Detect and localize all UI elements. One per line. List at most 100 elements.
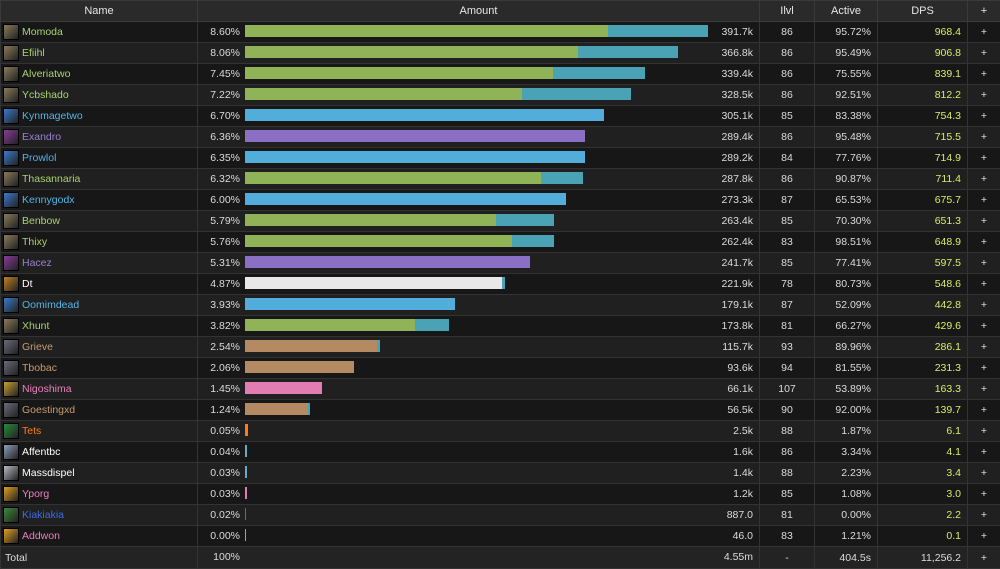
table-row[interactable]: Yporg 0.03% 1.2k 85 1.08% 3.0 + — [1, 484, 1000, 505]
add-button[interactable]: + — [968, 148, 1000, 169]
player-name-cell[interactable]: Thixy — [1, 232, 198, 253]
column-header-add-button[interactable]: + — [968, 1, 1000, 22]
column-header-active[interactable]: Active — [815, 1, 878, 22]
table-row[interactable]: Efiihl 8.06% 366.8k 86 95.49% 906.8 + — [1, 43, 1000, 64]
add-button[interactable]: + — [968, 505, 1000, 526]
player-name-cell[interactable]: Kennygodx — [1, 190, 198, 211]
add-button[interactable]: + — [968, 484, 1000, 505]
player-name-cell[interactable]: Thasannaria — [1, 169, 198, 190]
table-row[interactable]: Affentbc 0.04% 1.6k 86 3.34% 4.1 + — [1, 442, 1000, 463]
player-name-cell[interactable]: Ycbshado — [1, 85, 198, 106]
add-button[interactable]: + — [968, 190, 1000, 211]
add-button[interactable]: + — [968, 316, 1000, 337]
add-button[interactable]: + — [968, 106, 1000, 127]
add-button[interactable]: + — [968, 211, 1000, 232]
amount-percent: 6.36% — [198, 131, 240, 143]
player-name-cell[interactable]: Affentbc — [1, 442, 198, 463]
table-row[interactable]: Oomimdead 3.93% 179.1k 87 52.09% 442.8 + — [1, 295, 1000, 316]
player-name-cell[interactable]: Xhunt — [1, 316, 198, 337]
player-name-cell[interactable]: Grieve — [1, 337, 198, 358]
active-value: 0.00% — [815, 505, 878, 526]
table-row[interactable]: Momoda 8.60% 391.7k 86 95.72% 968.4 + — [1, 22, 1000, 43]
ilvl-value: 85 — [760, 106, 815, 127]
column-header-ilvl[interactable]: Ilvl — [760, 1, 815, 22]
player-name-cell[interactable]: Goestingxd — [1, 400, 198, 421]
player-name-cell[interactable]: Exandro — [1, 127, 198, 148]
add-button[interactable]: + — [968, 43, 1000, 64]
table-row[interactable]: Thixy 5.76% 262.4k 83 98.51% 648.9 + — [1, 232, 1000, 253]
player-name-cell[interactable]: Oomimdead — [1, 295, 198, 316]
add-button[interactable]: + — [968, 379, 1000, 400]
add-button[interactable]: + — [968, 400, 1000, 421]
table-row[interactable]: Thasannaria 6.32% 287.8k 86 90.87% 711.4… — [1, 169, 1000, 190]
player-name-cell[interactable]: Kynmagetwo — [1, 106, 198, 127]
table-row[interactable]: Massdispel 0.03% 1.4k 88 2.23% 3.4 + — [1, 463, 1000, 484]
bar-segment — [245, 193, 566, 205]
table-row[interactable]: Exandro 6.36% 289.4k 86 95.48% 715.5 + — [1, 127, 1000, 148]
table-row[interactable]: Goestingxd 1.24% 56.5k 90 92.00% 139.7 + — [1, 400, 1000, 421]
table-row[interactable]: Hacez 5.31% 241.7k 85 77.41% 597.5 + — [1, 253, 1000, 274]
player-name-cell[interactable]: Tbobac — [1, 358, 198, 379]
player-name-cell[interactable]: Benbow — [1, 211, 198, 232]
amount-bar — [245, 361, 354, 373]
player-name-cell[interactable]: Efiihl — [1, 43, 198, 64]
table-row[interactable]: Alveriatwo 7.45% 339.4k 86 75.55% 839.1 … — [1, 64, 1000, 85]
amount-value: 66.1k — [727, 383, 753, 395]
total-add-button[interactable]: + — [968, 547, 1000, 569]
player-name-cell[interactable]: Massdispel — [1, 463, 198, 484]
player-name-cell[interactable]: Tets — [1, 421, 198, 442]
amount-percent: 2.54% — [198, 341, 240, 353]
amount-percent: 5.31% — [198, 257, 240, 269]
add-button[interactable]: + — [968, 463, 1000, 484]
player-name-cell[interactable]: Hacez — [1, 253, 198, 274]
table-row[interactable]: Kynmagetwo 6.70% 305.1k 85 83.38% 754.3 … — [1, 106, 1000, 127]
table-row[interactable]: Prowlol 6.35% 289.2k 84 77.76% 714.9 + — [1, 148, 1000, 169]
table-row[interactable]: Nigoshima 1.45% 66.1k 107 53.89% 163.3 + — [1, 379, 1000, 400]
table-row[interactable]: Tets 0.05% 2.5k 88 1.87% 6.1 + — [1, 421, 1000, 442]
player-name-cell[interactable]: Addwon — [1, 526, 198, 547]
add-button[interactable]: + — [968, 337, 1000, 358]
add-button[interactable]: + — [968, 22, 1000, 43]
add-button[interactable]: + — [968, 232, 1000, 253]
add-button[interactable]: + — [968, 295, 1000, 316]
table-row[interactable]: Tbobac 2.06% 93.6k 94 81.55% 231.3 + — [1, 358, 1000, 379]
dps-value: 715.5 — [878, 127, 968, 148]
player-name-cell[interactable]: Prowlol — [1, 148, 198, 169]
player-name-cell[interactable]: Dt — [1, 274, 198, 295]
bar-segment — [245, 424, 248, 436]
table-row[interactable]: Ycbshado 7.22% 328.5k 86 92.51% 812.2 + — [1, 85, 1000, 106]
player-name-cell[interactable]: Momoda — [1, 22, 198, 43]
add-button[interactable]: + — [968, 169, 1000, 190]
player-name-cell[interactable]: Nigoshima — [1, 379, 198, 400]
add-button[interactable]: + — [968, 358, 1000, 379]
column-header-dps[interactable]: DPS — [878, 1, 968, 22]
add-button[interactable]: + — [968, 64, 1000, 85]
dps-value: 597.5 — [878, 253, 968, 274]
add-button[interactable]: + — [968, 421, 1000, 442]
player-name-cell[interactable]: Kiakiakia — [1, 505, 198, 526]
player-name-cell[interactable]: Alveriatwo — [1, 64, 198, 85]
amount-percent: 7.22% — [198, 89, 240, 101]
column-header-amount[interactable]: Amount — [198, 1, 760, 22]
player-name: Prowlol — [22, 152, 56, 164]
add-button[interactable]: + — [968, 127, 1000, 148]
table-row[interactable]: Kennygodx 6.00% 273.3k 87 65.53% 675.7 + — [1, 190, 1000, 211]
add-button[interactable]: + — [968, 85, 1000, 106]
table-row[interactable]: Kiakiakia 0.02% 887.0 81 0.00% 2.2 + — [1, 505, 1000, 526]
table-row[interactable]: Xhunt 3.82% 173.8k 81 66.27% 429.6 + — [1, 316, 1000, 337]
table-row[interactable]: Dt 4.87% 221.9k 78 80.73% 548.6 + — [1, 274, 1000, 295]
player-name-cell[interactable]: Yporg — [1, 484, 198, 505]
bar-segment — [245, 256, 530, 268]
column-header-name[interactable]: Name — [1, 1, 198, 22]
add-button[interactable]: + — [968, 274, 1000, 295]
table-row[interactable]: Addwon 0.00% 46.0 83 1.21% 0.1 + — [1, 526, 1000, 547]
paladin-icon — [3, 528, 19, 544]
add-button[interactable]: + — [968, 442, 1000, 463]
table-row[interactable]: Benbow 5.79% 263.4k 85 70.30% 651.3 + — [1, 211, 1000, 232]
add-button[interactable]: + — [968, 526, 1000, 547]
amount-cell: 5.79% 263.4k — [198, 211, 760, 232]
add-button[interactable]: + — [968, 253, 1000, 274]
amount-percent: 1.24% — [198, 404, 240, 416]
amount-percent: 1.45% — [198, 383, 240, 395]
table-row[interactable]: Grieve 2.54% 115.7k 93 89.96% 286.1 + — [1, 337, 1000, 358]
